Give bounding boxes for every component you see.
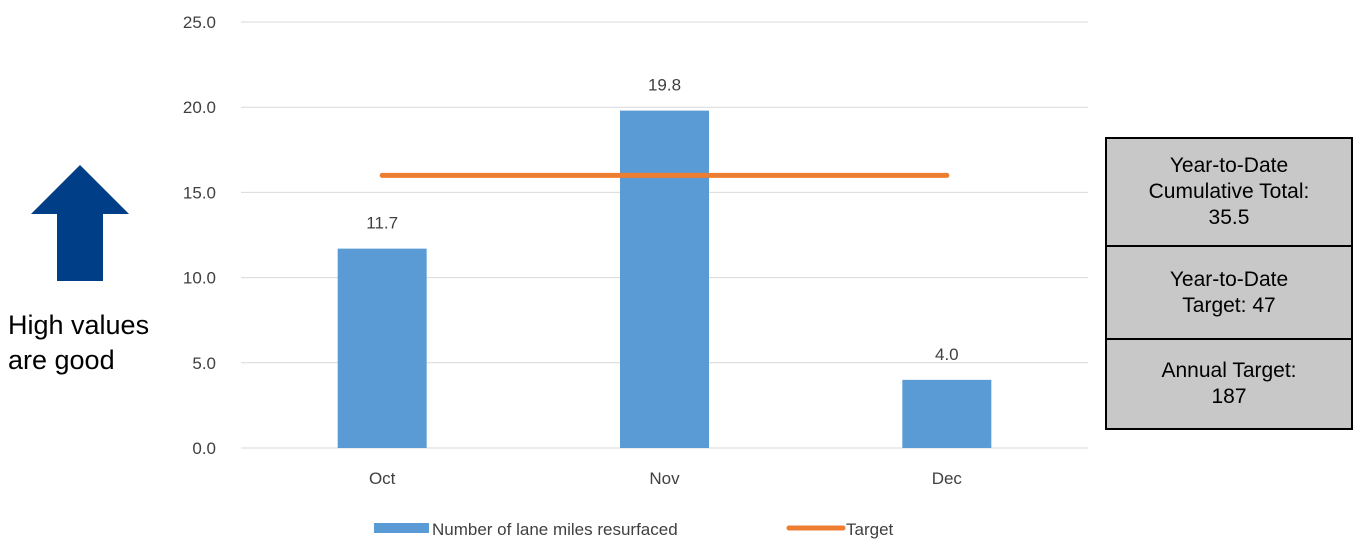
ytd-total-label-2: Cumulative Total: xyxy=(1148,180,1310,203)
high-values-good-note: High values are good xyxy=(8,308,178,378)
annual-target-label-1: Annual Target: xyxy=(1161,359,1297,382)
ytd-total-value: 35.5 xyxy=(1208,206,1250,229)
y-tick-label: 10.0 xyxy=(183,269,216,288)
summary-box: Year-to-Date Cumulative Total: 35.5 Year… xyxy=(1105,137,1353,430)
legend-label-target: Target xyxy=(846,520,894,539)
ytd-target-label-1: Year-to-Date xyxy=(1169,267,1289,291)
ytd-target-label-2: Target: 47 xyxy=(1182,293,1276,317)
y-axis-ticks: 0.0 5.0 10.0 15.0 20.0 25.0 xyxy=(183,13,216,458)
data-label-dec: 4.0 xyxy=(935,345,959,364)
data-labels: 11.7 19.8 4.0 xyxy=(366,76,958,364)
legend: Number of lane miles resurfaced Target xyxy=(374,520,894,539)
ytd-total-cell: Year-to-Date Cumulative Total: 35.5 xyxy=(1107,139,1351,245)
legend-swatch-bar xyxy=(374,523,429,533)
ytd-target-cell: Year-to-Date Target: 47 xyxy=(1107,245,1351,338)
note-line-1: High values xyxy=(8,310,150,340)
note-line-2: are good xyxy=(8,345,115,375)
bar-dec xyxy=(902,379,992,448)
y-tick-label: 25.0 xyxy=(183,13,216,32)
bars xyxy=(337,110,992,448)
legend-label-bar: Number of lane miles resurfaced xyxy=(432,520,678,539)
y-tick-label: 20.0 xyxy=(183,98,216,117)
data-label-oct: 11.7 xyxy=(366,214,398,233)
bar-oct xyxy=(337,248,427,448)
y-tick-label: 0.0 xyxy=(192,439,216,458)
x-axis-ticks: Oct Nov Dec xyxy=(369,469,963,488)
x-tick-label: Dec xyxy=(932,469,963,488)
up-arrow-icon xyxy=(31,165,129,281)
annual-target-cell: Annual Target: 187 xyxy=(1107,338,1351,428)
y-tick-label: 5.0 xyxy=(192,354,216,373)
x-tick-label: Oct xyxy=(369,469,396,488)
ytd-total-label-1: Year-to-Date xyxy=(1169,154,1289,177)
annual-target-label-2: 187 xyxy=(1211,385,1247,408)
x-tick-label: Nov xyxy=(649,469,680,488)
bar-nov xyxy=(620,110,709,448)
y-tick-label: 15.0 xyxy=(183,183,216,202)
data-label-nov: 19.8 xyxy=(648,76,681,95)
